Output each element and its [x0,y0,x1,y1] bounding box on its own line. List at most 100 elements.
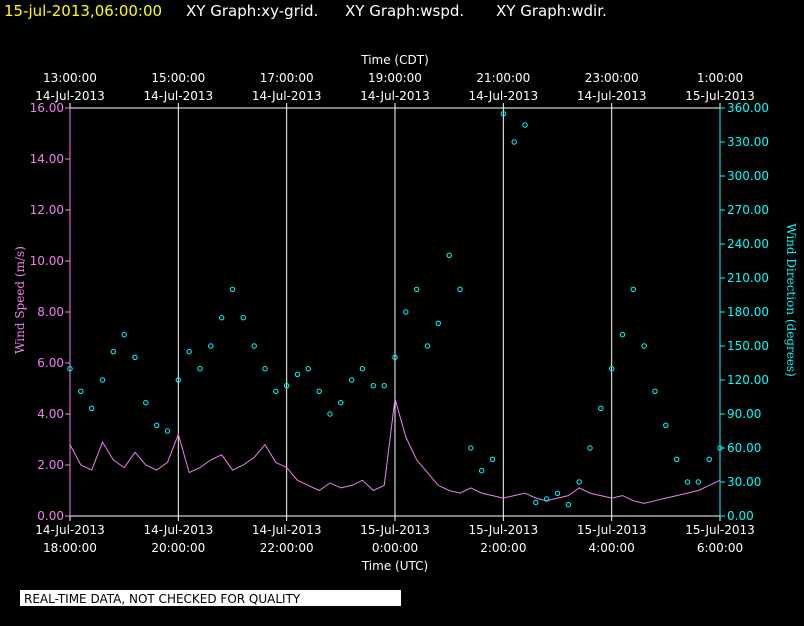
y-tick-label-right: 120.00 [727,373,769,387]
right-axis-title: Wind Direction (degrees) [784,223,798,377]
y-tick-label-right: 210.00 [727,271,769,285]
disclaimer-text: REAL-TIME DATA, NOT CHECKED FOR QUALITY [24,592,301,606]
x-tick-label-top-time: 15:00:00 [151,71,205,85]
wind-direction-point [576,479,582,485]
wind-direction-point [67,366,73,372]
y-tick-label-right: 360.00 [727,101,769,115]
wind-direction-point [479,468,485,474]
top-axis-title: Time (CDT) [360,53,429,67]
y-tick-label-right: 300.00 [727,169,769,183]
wind-direction-point [186,349,192,355]
y-tick-label-left: 0.00 [37,509,64,523]
wind-direction-point [598,405,604,411]
header-title-wdir: XY Graph:wdir. [496,2,607,20]
x-tick-label-bottom-time: 2:00:00 [480,541,526,555]
x-tick-label-bottom-date: 14-Jul-2013 [35,523,105,537]
wind-direction-point [652,388,658,394]
wind-direction-point [533,499,539,506]
x-tick-label-bottom-time: 20:00:00 [151,541,205,555]
wind-direction-point [359,366,366,372]
y-tick-label-right: 90.00 [727,407,761,421]
x-tick-label-top-date: 14-Jul-2013 [469,89,539,103]
wind-direction-point [674,456,680,462]
x-tick-label-top-time: 19:00:00 [368,71,422,85]
left-axis-title: Wind Speed (m/s) [13,246,27,354]
x-tick-label-bottom-time: 4:00:00 [589,541,635,555]
x-tick-label-bottom-date: 15-Jul-2013 [469,523,539,537]
wind-direction-point [89,405,95,411]
wind-direction-point [457,286,463,292]
x-tick-label-top-time: 13:00:00 [43,71,97,85]
x-tick-label-top-date: 15-Jul-2013 [685,89,755,103]
wind-direction-point [424,343,431,349]
x-tick-label-top-time: 23:00:00 [585,71,639,85]
wind-direction-point [554,490,561,496]
wind-direction-point [392,354,398,360]
wind-direction-point [446,252,452,259]
x-tick-label-top-date: 14-Jul-2013 [35,89,105,103]
wind-direction-point [143,400,149,406]
x-tick-label-bottom-time: 6:00:00 [697,541,743,555]
y-tick-label-right: 30.00 [727,475,761,489]
wind-direction-point [544,496,550,502]
x-tick-label-top-date: 14-Jul-2013 [144,89,214,103]
wind-direction-point [121,332,127,338]
x-tick-label-bottom-date: 15-Jul-2013 [577,523,647,537]
x-tick-label-top-date: 14-Jul-2013 [577,89,647,103]
x-tick-label-bottom-date: 14-Jul-2013 [252,523,322,537]
wind-direction-point [489,456,496,462]
wind-direction-point [78,388,84,394]
wind-direction-point [273,388,279,394]
y-tick-label-left: 6.00 [37,356,64,370]
wind-direction-point [251,343,257,349]
wind-direction-point [154,422,160,428]
wind-direction-point [641,343,647,349]
x-tick-label-top-date: 14-Jul-2013 [252,89,322,103]
wind-direction-point [294,371,301,377]
y-tick-label-left: 14.00 [30,152,64,166]
x-tick-label-top-time: 21:00:00 [476,71,530,85]
wind-direction-point [99,377,106,383]
wind-direction-point [262,366,268,372]
x-tick-label-bottom-time: 0:00:00 [372,541,418,555]
wind-direction-point [240,315,247,321]
wind-direction-point [197,366,203,372]
wind-direction-point [349,377,355,383]
header-title-wspd: XY Graph:wspd. [345,2,464,20]
wind-direction-point [132,354,138,360]
y-tick-label-left: 16.00 [30,101,64,115]
x-tick-label-bottom-date: 15-Jul-2013 [685,523,755,537]
disclaimer-box [20,590,401,606]
wind-direction-point [684,479,691,485]
x-tick-label-top-time: 1:00:00 [697,71,743,85]
wind-direction-point [316,388,322,394]
y-tick-label-left: 8.00 [37,305,64,319]
bottom-axis-title: Time (UTC) [361,559,428,573]
wind-direction-point [164,428,171,434]
wind-direction-point [695,479,701,485]
y-tick-label-left: 10.00 [30,254,64,268]
wind-direction-point [381,383,387,389]
wind-direction-point [370,383,376,389]
y-tick-label-right: 270.00 [727,203,769,217]
y-tick-label-right: 330.00 [727,135,769,149]
y-tick-label-left: 12.00 [30,203,64,217]
wind-direction-point [284,383,290,389]
wind-direction-point [208,343,214,349]
wind-direction-point [468,445,474,451]
wind-direction-point [327,411,333,417]
x-tick-label-top-time: 17:00:00 [260,71,314,85]
x-tick-label-bottom-date: 14-Jul-2013 [144,523,214,537]
wind-direction-point [609,366,615,372]
wind-direction-point [305,366,311,372]
y-tick-label-right: 180.00 [727,305,769,319]
x-tick-label-bottom-date: 15-Jul-2013 [360,523,430,537]
wind-direction-point [619,332,626,338]
wind-direction-point [630,286,636,292]
y-tick-label-right: 150.00 [727,339,769,353]
wind-direction-point [219,315,225,321]
y-tick-label-right: 0.00 [727,509,754,523]
y-tick-label-right: 60.00 [727,441,761,455]
header-title-grid: XY Graph:xy-grid. [186,2,318,20]
